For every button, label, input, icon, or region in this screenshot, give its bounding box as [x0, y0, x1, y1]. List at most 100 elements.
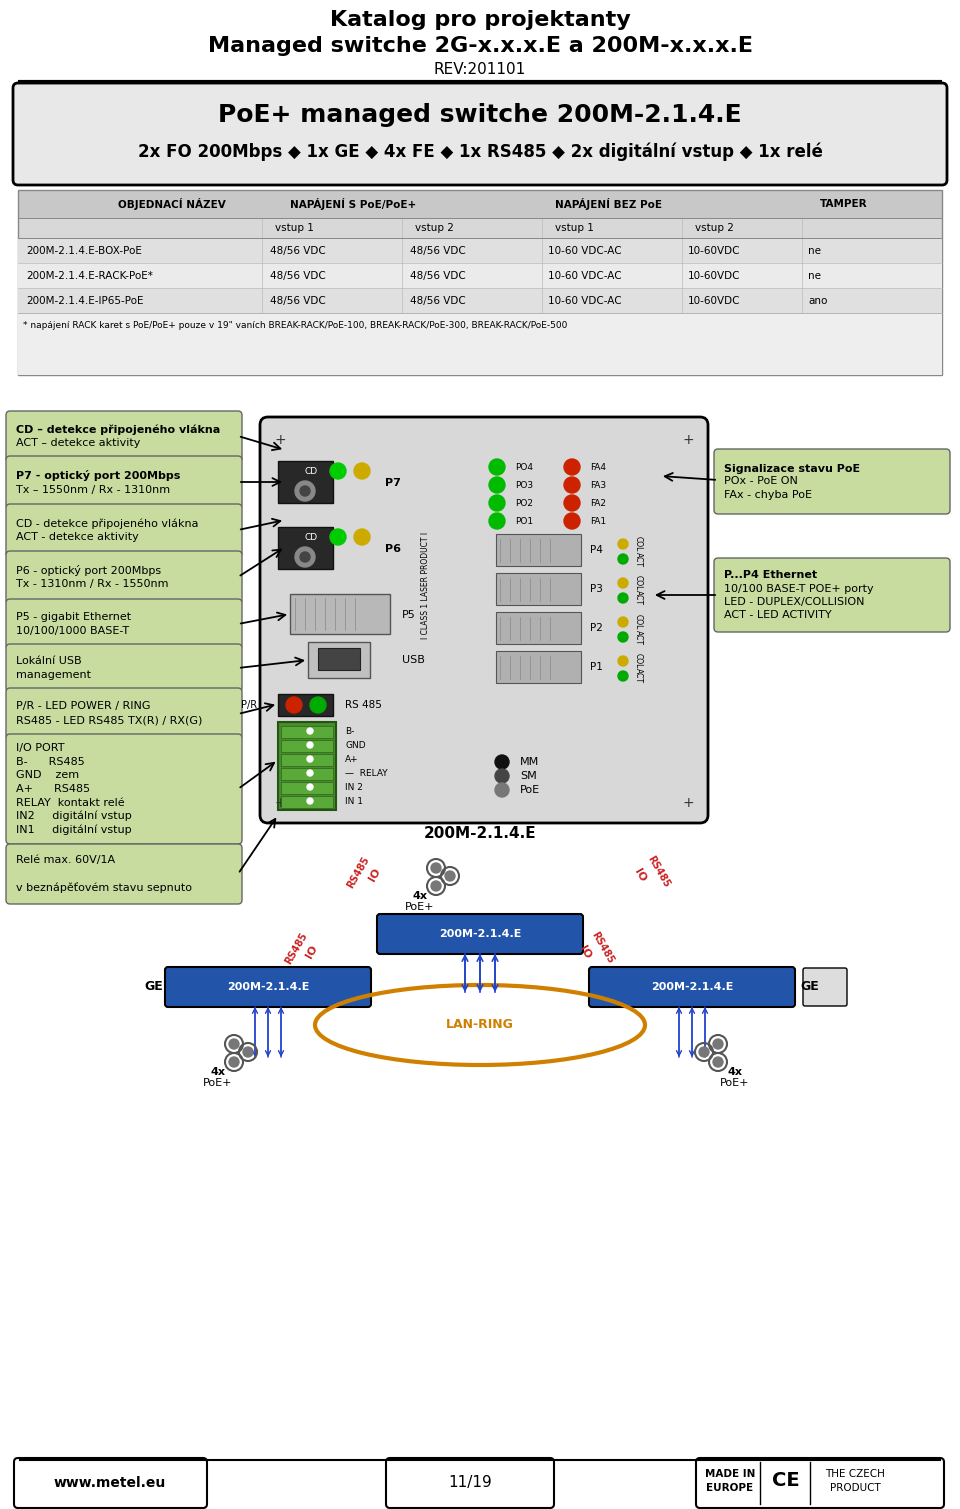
- Text: 200M-2.1.4.E: 200M-2.1.4.E: [439, 930, 521, 939]
- Circle shape: [445, 871, 455, 881]
- Text: +: +: [683, 433, 694, 447]
- Text: 200M-2.1.4.E: 200M-2.1.4.E: [423, 825, 537, 841]
- Text: CD - detekce připojeného vlákna: CD - detekce připojeného vlákna: [16, 518, 199, 528]
- Text: CD: CD: [304, 466, 318, 475]
- Circle shape: [618, 617, 628, 628]
- Text: PRODUCT: PRODUCT: [829, 1483, 880, 1492]
- Circle shape: [286, 697, 302, 712]
- Text: 11/19: 11/19: [448, 1476, 492, 1491]
- Circle shape: [489, 477, 505, 493]
- Circle shape: [564, 477, 580, 493]
- Bar: [278, 462, 333, 502]
- Circle shape: [307, 798, 313, 804]
- Circle shape: [564, 495, 580, 512]
- Text: FA2: FA2: [590, 498, 606, 507]
- Circle shape: [618, 554, 628, 564]
- Text: ACT: ACT: [634, 551, 642, 566]
- Text: +: +: [683, 797, 694, 810]
- Circle shape: [713, 1040, 723, 1049]
- FancyBboxPatch shape: [6, 733, 242, 844]
- Text: 4x: 4x: [728, 1067, 742, 1077]
- Text: Katalog pro projektanty: Katalog pro projektanty: [329, 11, 631, 30]
- Circle shape: [489, 495, 505, 512]
- Circle shape: [618, 672, 628, 681]
- Text: CD – detekce připojeného vlákna: CD – detekce připojeného vlákna: [16, 424, 220, 435]
- Text: FA4: FA4: [590, 462, 606, 471]
- Circle shape: [431, 863, 441, 874]
- Circle shape: [618, 578, 628, 589]
- Circle shape: [307, 756, 313, 762]
- Circle shape: [307, 742, 313, 748]
- FancyBboxPatch shape: [589, 967, 795, 1007]
- FancyBboxPatch shape: [386, 1458, 554, 1507]
- Text: PoE+: PoE+: [405, 902, 435, 911]
- Circle shape: [330, 463, 346, 478]
- Circle shape: [229, 1040, 239, 1049]
- Text: PO2: PO2: [515, 498, 533, 507]
- Text: vstup 1: vstup 1: [275, 223, 314, 232]
- Text: PO3: PO3: [515, 480, 533, 489]
- Text: GE: GE: [144, 981, 163, 993]
- Bar: [18, 190, 942, 217]
- Circle shape: [431, 881, 441, 890]
- Text: RS485: RS485: [588, 931, 615, 966]
- Text: 10-60 VDC-AC: 10-60 VDC-AC: [548, 272, 622, 281]
- Bar: [281, 797, 333, 807]
- Text: FA3: FA3: [590, 480, 606, 489]
- Text: P5 - gigabit Ethernet: P5 - gigabit Ethernet: [16, 613, 132, 622]
- Text: P3: P3: [590, 584, 603, 595]
- Text: 2x FO 200Mbps ◆ 1x GE ◆ 4x FE ◆ 1x RS485 ◆ 2x digitální vstup ◆ 1x relé: 2x FO 200Mbps ◆ 1x GE ◆ 4x FE ◆ 1x RS485…: [137, 143, 823, 161]
- Text: ne: ne: [808, 272, 821, 281]
- Text: PO4: PO4: [515, 462, 533, 471]
- Text: ACT: ACT: [634, 668, 642, 684]
- FancyBboxPatch shape: [6, 410, 242, 462]
- Text: vstup 1: vstup 1: [555, 223, 594, 232]
- Text: 48/56 VDC: 48/56 VDC: [410, 296, 466, 306]
- Bar: [18, 238, 942, 263]
- FancyBboxPatch shape: [6, 599, 242, 649]
- Text: 10-60 VDC-AC: 10-60 VDC-AC: [548, 246, 622, 257]
- Text: ACT: ACT: [354, 466, 370, 475]
- Text: PoE+: PoE+: [204, 1077, 232, 1088]
- FancyBboxPatch shape: [13, 83, 947, 186]
- Text: RS485 - LED RS485 TX(R) / RX(G): RS485 - LED RS485 TX(R) / RX(G): [16, 715, 203, 726]
- Text: ne: ne: [808, 246, 821, 257]
- Text: 10-60VDC: 10-60VDC: [688, 246, 740, 257]
- Circle shape: [564, 513, 580, 530]
- Text: 48/56 VDC: 48/56 VDC: [270, 246, 325, 257]
- Circle shape: [713, 1056, 723, 1067]
- Text: LAN-RING: LAN-RING: [446, 1019, 514, 1032]
- FancyBboxPatch shape: [377, 914, 583, 954]
- Bar: [496, 534, 581, 566]
- Text: RS 485: RS 485: [345, 700, 382, 711]
- Text: TAMPER: TAMPER: [820, 199, 868, 210]
- Text: 48/56 VDC: 48/56 VDC: [410, 272, 466, 281]
- Text: GE: GE: [800, 981, 819, 993]
- Bar: [308, 641, 370, 678]
- Text: 200M-2.1.4.E: 200M-2.1.4.E: [227, 982, 309, 991]
- Text: MM: MM: [520, 758, 540, 767]
- Text: IO: IO: [577, 943, 592, 960]
- Circle shape: [699, 1047, 709, 1056]
- Text: IO: IO: [633, 866, 648, 883]
- Text: 4x: 4x: [413, 890, 427, 901]
- Text: PoE+ managed switche 200M-2.1.4.E: PoE+ managed switche 200M-2.1.4.E: [218, 103, 742, 127]
- FancyBboxPatch shape: [6, 456, 242, 509]
- Text: A+      RS485: A+ RS485: [16, 785, 90, 794]
- Bar: [281, 782, 333, 794]
- Text: I CLASS 1 LASER PRODUCT I: I CLASS 1 LASER PRODUCT I: [420, 531, 429, 638]
- FancyBboxPatch shape: [803, 967, 847, 1007]
- Text: 200M-2.1.4.E-RACK-PoE*: 200M-2.1.4.E-RACK-PoE*: [26, 272, 153, 281]
- Bar: [278, 527, 333, 569]
- Text: COL: COL: [634, 575, 642, 590]
- Text: P7: P7: [385, 478, 401, 487]
- Text: 48/56 VDC: 48/56 VDC: [270, 272, 325, 281]
- Circle shape: [618, 632, 628, 641]
- Text: NAPÁJENÍ S PoE/PoE+: NAPÁJENÍ S PoE/PoE+: [290, 198, 417, 210]
- Circle shape: [618, 539, 628, 549]
- Text: IN1     digitální vstup: IN1 digitální vstup: [16, 824, 132, 834]
- Text: Relé max. 60V/1A: Relé max. 60V/1A: [16, 856, 115, 865]
- Text: * napájení RACK karet s PoE/PoE+ pouze v 19" vaních BREAK-RACK/PoE-100, BREAK-RA: * napájení RACK karet s PoE/PoE+ pouze v…: [23, 320, 567, 329]
- Text: P/R: P/R: [241, 700, 257, 711]
- Text: PO1: PO1: [515, 516, 533, 525]
